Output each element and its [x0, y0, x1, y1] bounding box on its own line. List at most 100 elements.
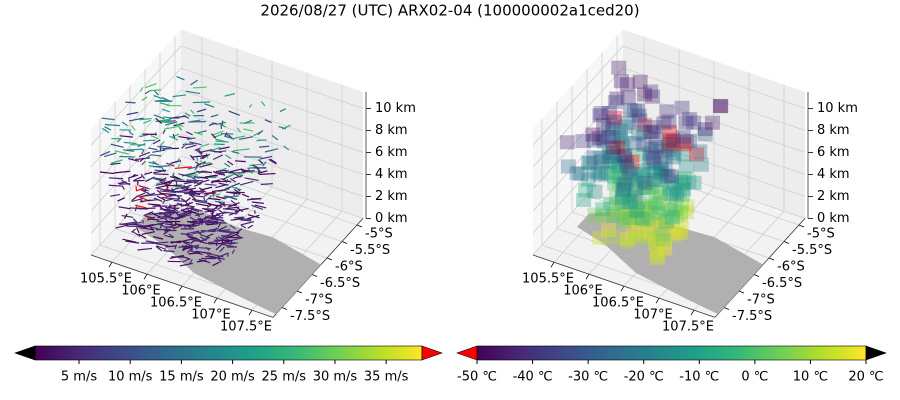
voxel	[622, 167, 638, 182]
wind-barb	[143, 139, 156, 142]
wind-barb	[188, 224, 200, 229]
voxel	[613, 169, 629, 184]
wind-barb	[201, 162, 211, 165]
voxel	[663, 137, 679, 152]
wind-barb	[162, 147, 173, 150]
voxel	[635, 200, 651, 215]
wind-barb	[198, 240, 208, 245]
wind-barb	[225, 191, 241, 195]
voxel	[627, 171, 643, 186]
voxel	[666, 133, 682, 148]
wind-barb	[163, 209, 176, 213]
voxel	[625, 229, 641, 244]
voxel	[663, 199, 679, 214]
voxel	[636, 125, 652, 140]
grid-line	[90, 133, 182, 234]
voxel	[640, 180, 656, 195]
voxel	[647, 119, 663, 134]
voxel	[697, 122, 713, 137]
voxel	[704, 115, 720, 130]
wind-barb	[148, 218, 160, 221]
colorbar-tick-label: 5 m/s	[61, 370, 97, 385]
voxel	[669, 224, 685, 239]
wind-barb	[224, 132, 228, 137]
wind-barb	[233, 188, 241, 195]
wind-barb	[152, 169, 167, 174]
voxel	[652, 182, 668, 197]
tick-mark	[178, 285, 183, 292]
wind-barb	[187, 165, 198, 170]
voxel	[643, 199, 659, 214]
voxel	[635, 212, 651, 227]
voxel	[681, 174, 697, 189]
wind-barb	[174, 215, 186, 221]
voxel	[611, 60, 627, 75]
wind-barb	[200, 148, 213, 153]
voxel	[676, 171, 692, 186]
wind-barb	[224, 135, 233, 139]
tick-mark	[311, 274, 318, 277]
voxel	[631, 195, 647, 210]
voxel	[612, 156, 628, 171]
voxel	[643, 179, 659, 194]
wind-barb	[99, 171, 114, 175]
wind-barb	[197, 148, 203, 154]
wind-barb	[235, 234, 242, 239]
grid-line	[532, 155, 624, 256]
wind-barb	[183, 210, 197, 214]
tick-mark	[108, 261, 113, 268]
voxel	[657, 162, 673, 177]
wind-barb	[177, 164, 181, 169]
wind-barb	[224, 162, 231, 168]
voxel	[658, 214, 674, 229]
wind-barb	[204, 209, 217, 213]
wind-barb	[139, 117, 152, 121]
voxel	[679, 159, 695, 174]
z-tick-label: 2 km	[375, 189, 408, 204]
wind-barb	[163, 217, 169, 222]
voxel	[675, 129, 691, 144]
wind-barb	[181, 143, 187, 149]
wind-barb	[188, 236, 200, 241]
wind-barb	[126, 148, 144, 151]
voxel	[602, 155, 618, 170]
wind-barb	[152, 165, 171, 168]
colorbar-under	[14, 345, 36, 361]
wind-barb	[213, 254, 224, 258]
wind-barb	[225, 173, 235, 178]
wind-barb	[153, 114, 165, 120]
voxel	[657, 148, 673, 163]
wind-barb	[176, 75, 185, 81]
voxel	[621, 188, 637, 203]
wind-barb	[196, 161, 206, 167]
voxel	[637, 118, 653, 133]
voxel	[678, 115, 694, 130]
wind-barb	[153, 94, 163, 100]
wind-barb	[200, 237, 209, 242]
wind-barb	[191, 198, 208, 203]
voxel	[663, 187, 679, 202]
voxel	[615, 182, 631, 197]
voxel	[659, 221, 675, 236]
wind-barb	[192, 231, 206, 235]
grid-line	[622, 111, 806, 175]
wind-barb	[195, 149, 203, 155]
wind-barb	[150, 134, 159, 140]
voxel	[697, 127, 713, 142]
wind-barb	[251, 201, 264, 204]
voxel	[654, 161, 670, 176]
voxel	[632, 113, 648, 128]
wind-barb	[108, 184, 122, 187]
voxel	[682, 112, 698, 127]
wind-barb	[175, 123, 184, 128]
wind-barb	[128, 117, 144, 122]
wind-barb	[159, 208, 174, 212]
wind-barb	[159, 211, 169, 216]
tick-mark	[690, 309, 695, 316]
voxel	[611, 178, 627, 193]
z-tick-label: 2 km	[817, 189, 850, 204]
voxel	[643, 211, 659, 226]
x-tick-label: 107°E	[191, 308, 231, 323]
voxel	[653, 196, 669, 211]
colorbar-tick-label: -50 ℃	[457, 370, 497, 385]
